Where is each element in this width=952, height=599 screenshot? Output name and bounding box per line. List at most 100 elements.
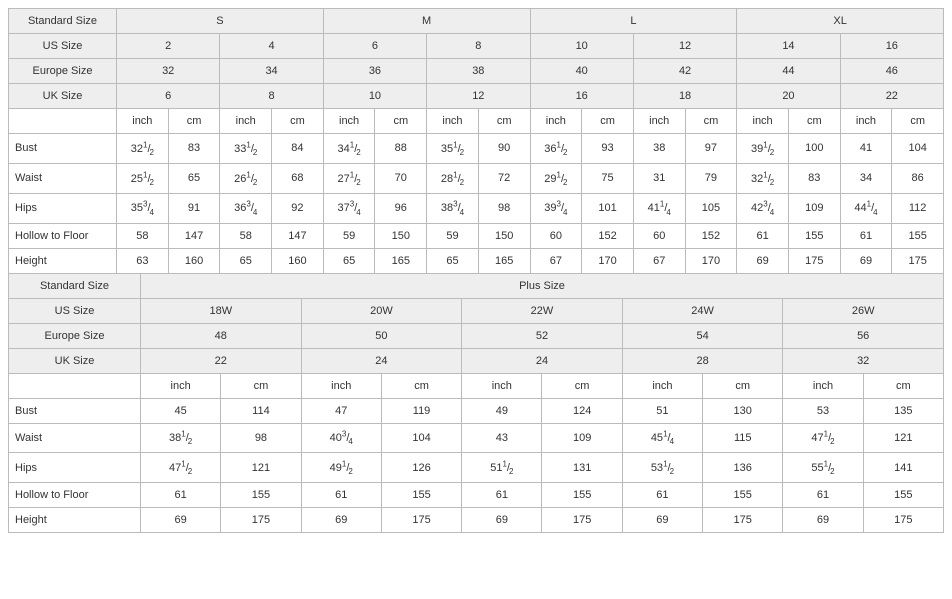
eu-4: 40 [530,59,633,84]
cell: 251/2 [117,163,169,193]
cell: 114 [221,398,301,423]
cell: 61 [462,483,542,508]
hdr-uk-size: UK Size [9,84,117,109]
cell: 341/2 [323,134,375,164]
row-label-bust: Bust [9,134,117,164]
unit-row-2: inchcm inchcm inchcm inchcm inchcm [9,373,944,398]
hdr-eu-size: Europe Size [9,59,117,84]
row-label-height: Height [9,508,141,533]
cell: 41 [840,134,892,164]
cell: 101 [582,193,634,223]
cell: 131 [542,453,622,483]
cell: 261/2 [220,163,272,193]
cell: 109 [788,193,840,223]
cell: 403/4 [301,423,381,453]
cell: 38 [633,134,685,164]
eu-3: 38 [427,59,530,84]
cell: 136 [703,453,783,483]
cell: 67 [530,248,582,273]
cell: 68 [272,163,324,193]
us-5: 12 [633,34,736,59]
eu-0: 32 [117,59,220,84]
cell: 61 [840,223,892,248]
cell: 393/4 [530,193,582,223]
us-7: 16 [840,34,943,59]
cell: 83 [168,134,220,164]
cell: 43 [462,423,542,453]
cell: 321/2 [117,134,169,164]
hdr-eu-size-2: Europe Size [9,323,141,348]
unit-row-1: inchcm inchcm inchcm inchcm inchcm inchc… [9,109,944,134]
row-label-waist: Waist [9,163,117,193]
cell: 60 [530,223,582,248]
cell: 141 [863,453,943,483]
cell: 291/2 [530,163,582,193]
uk-1: 8 [220,84,323,109]
cell: 135 [863,398,943,423]
cell: 112 [892,193,944,223]
cell: 381/2 [141,423,221,453]
table-row: Height6917569175691756917569175 [9,508,944,533]
table-row: Waist381/298403/410443109451/4115471/212… [9,423,944,453]
eu-6: 44 [737,59,840,84]
row-label-height: Height [9,248,117,273]
cell: 155 [788,223,840,248]
cell: 383/4 [427,193,479,223]
cell: 175 [221,508,301,533]
cell: 75 [582,163,634,193]
cell: 59 [323,223,375,248]
cell: 391/2 [737,134,789,164]
cell: 165 [478,248,530,273]
cell: 65 [323,248,375,273]
cell: 353/4 [117,193,169,223]
cell: 51 [622,398,702,423]
hdr-standard-size: Standard Size [9,9,117,34]
cell: 281/2 [427,163,479,193]
cell: 152 [685,223,737,248]
cell: 84 [272,134,324,164]
cell: 160 [168,248,220,273]
row-label-hollow: Hollow to Floor [9,223,117,248]
cell: 321/2 [737,163,789,193]
cell: 451/4 [622,423,702,453]
cell: 121 [221,453,301,483]
eu2-0: 48 [141,323,302,348]
table-row: Height6316065160651656516567170671706917… [9,248,944,273]
cell: 124 [542,398,622,423]
uk-5: 18 [633,84,736,109]
cell: 170 [685,248,737,273]
cell: 65 [220,248,272,273]
uk2-0: 22 [141,348,302,373]
cell: 91 [168,193,220,223]
cell: 147 [272,223,324,248]
cell: 45 [141,398,221,423]
cell: 69 [737,248,789,273]
cell: 90 [478,134,530,164]
table-row: Waist251/265261/268271/270281/272291/275… [9,163,944,193]
cell: 155 [703,483,783,508]
table-row: Hollow to Floor5814758147591505915060152… [9,223,944,248]
cell: 531/2 [622,453,702,483]
hdr-plus: Plus Size [141,273,944,298]
cell: 63 [117,248,169,273]
uk2-1: 24 [301,348,462,373]
hdr-standard-size-2: Standard Size [9,273,141,298]
cell: 98 [221,423,301,453]
cell: 61 [141,483,221,508]
table-row: Hips353/491363/492373/496383/498393/4101… [9,193,944,223]
cell: 155 [892,223,944,248]
uk-7: 22 [840,84,943,109]
uk-4: 16 [530,84,633,109]
eu2-4: 56 [783,323,944,348]
cell: 60 [633,223,685,248]
hdr-us-size: US Size [9,34,117,59]
cell: 49 [462,398,542,423]
cell: 175 [863,508,943,533]
uk2-3: 28 [622,348,783,373]
table-row: Hollow to Floor6115561155611556115561155 [9,483,944,508]
cell: 65 [427,248,479,273]
cell: 165 [375,248,427,273]
cell: 109 [542,423,622,453]
eu-7: 46 [840,59,943,84]
cell: 126 [381,453,461,483]
